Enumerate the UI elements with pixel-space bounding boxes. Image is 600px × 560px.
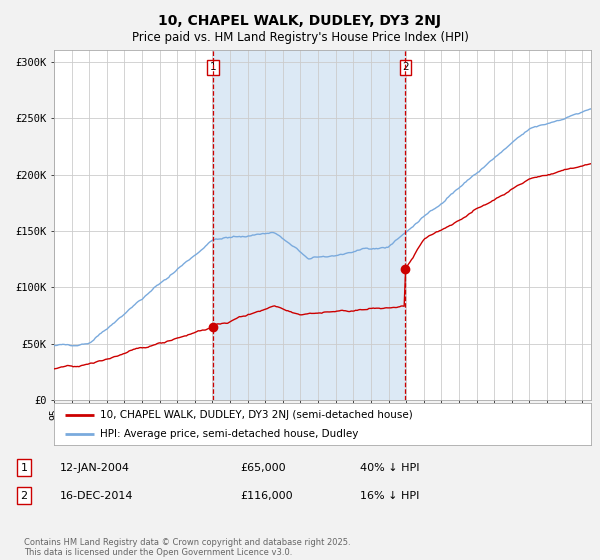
Text: 40% ↓ HPI: 40% ↓ HPI bbox=[360, 463, 419, 473]
Text: £116,000: £116,000 bbox=[240, 491, 293, 501]
Text: 16% ↓ HPI: 16% ↓ HPI bbox=[360, 491, 419, 501]
Text: 10, CHAPEL WALK, DUDLEY, DY3 2NJ (semi-detached house): 10, CHAPEL WALK, DUDLEY, DY3 2NJ (semi-d… bbox=[100, 409, 412, 419]
Text: 2: 2 bbox=[402, 62, 409, 72]
Text: 2: 2 bbox=[20, 491, 28, 501]
Bar bbox=[213, 50, 406, 400]
Text: 10, CHAPEL WALK, DUDLEY, DY3 2NJ: 10, CHAPEL WALK, DUDLEY, DY3 2NJ bbox=[158, 14, 442, 28]
Text: 12-JAN-2004: 12-JAN-2004 bbox=[60, 463, 130, 473]
Text: 1: 1 bbox=[210, 62, 217, 72]
Text: £65,000: £65,000 bbox=[240, 463, 286, 473]
Text: HPI: Average price, semi-detached house, Dudley: HPI: Average price, semi-detached house,… bbox=[100, 429, 358, 439]
Text: 1: 1 bbox=[20, 463, 28, 473]
Text: Contains HM Land Registry data © Crown copyright and database right 2025.
This d: Contains HM Land Registry data © Crown c… bbox=[24, 538, 350, 557]
Text: 16-DEC-2014: 16-DEC-2014 bbox=[60, 491, 133, 501]
Text: Price paid vs. HM Land Registry's House Price Index (HPI): Price paid vs. HM Land Registry's House … bbox=[131, 31, 469, 44]
